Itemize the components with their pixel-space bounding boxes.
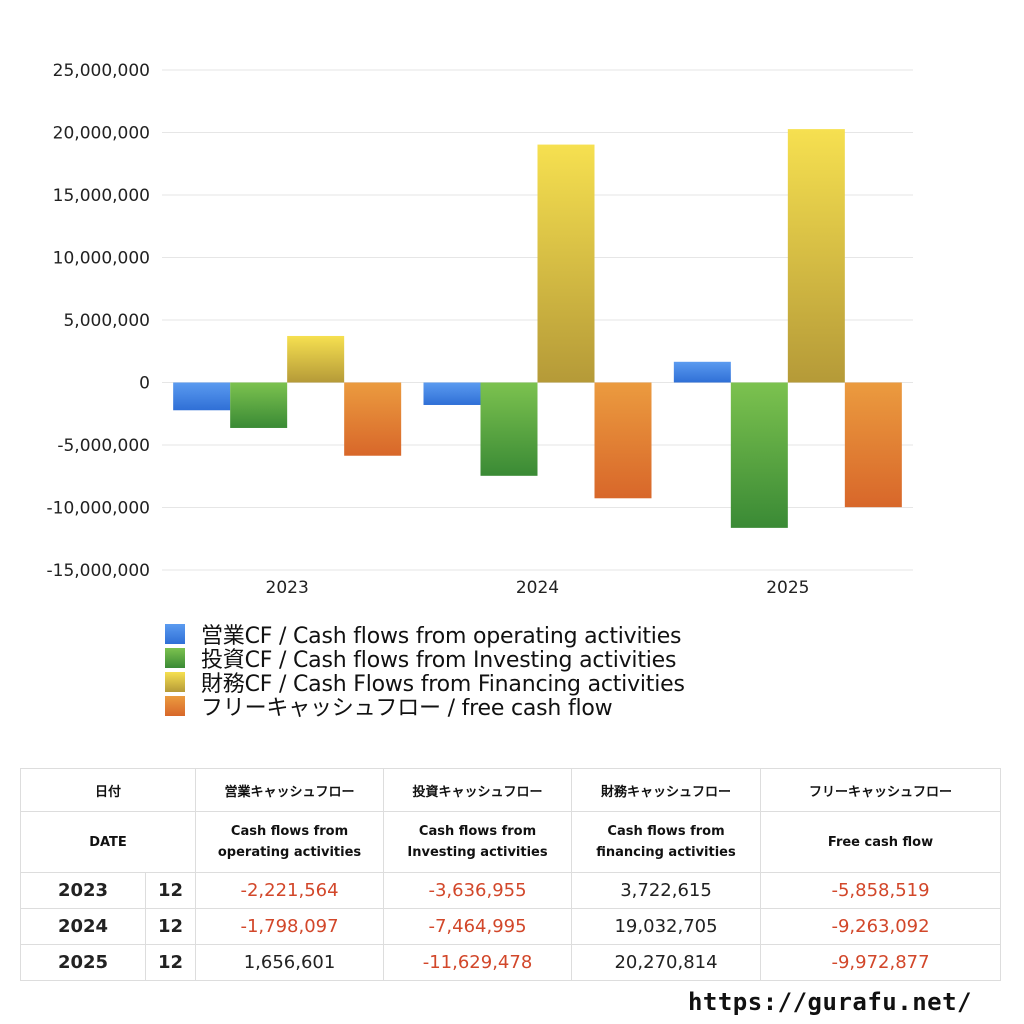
table-row: 2025 12 1,656,601 -11,629,478 20,270,814… — [20, 944, 1002, 981]
legend-item-investing: 投資CF / Cash flows from Investing activit… — [165, 646, 685, 673]
investing-cell: -3,636,955 — [383, 872, 573, 909]
bar-2023-series-0 — [173, 382, 231, 411]
y-tick-label: 0 — [139, 374, 150, 394]
investing-cell: -11,629,478 — [383, 944, 573, 981]
bar-2025-series-0 — [673, 361, 731, 383]
operating-cell: -2,221,564 — [195, 872, 385, 909]
free-cell: -9,263,092 — [760, 908, 1002, 945]
month-cell: 12 — [144, 944, 197, 981]
month-cell: 12 — [144, 908, 197, 945]
y-tick-label: 25,000,000 — [53, 61, 150, 81]
bar-2023-series-1 — [230, 382, 288, 428]
legend-swatch-free — [165, 696, 185, 716]
year-cell: 2023 — [20, 872, 146, 909]
header-financing-en: Cash flows from financing activities — [571, 811, 762, 873]
chart-legend: 営業CF / Cash flows from operating activit… — [165, 622, 685, 721]
operating-cell: -1,798,097 — [195, 908, 385, 945]
bar-2023-series-2 — [287, 335, 345, 383]
bars — [173, 129, 902, 528]
y-tick-label: 20,000,000 — [53, 124, 150, 144]
header-date-jp: 日付 — [19, 768, 197, 812]
financing-cell: 19,032,705 — [571, 908, 762, 945]
free-cell: -5,858,519 — [760, 872, 1002, 909]
header-financing-en-text: Cash flows from financing activities — [596, 824, 736, 860]
legend-label-operating: 営業CF / Cash flows from operating activit… — [201, 624, 682, 649]
table-row: 2024 12 -1,798,097 -7,464,995 19,032,705… — [20, 908, 1002, 945]
legend-item-financing: 財務CF / Cash Flows from Financing activit… — [165, 670, 685, 697]
financing-cell: 20,270,814 — [571, 944, 762, 981]
operating-cell: 1,656,601 — [195, 944, 385, 981]
bar-2023-series-3 — [344, 382, 402, 456]
y-tick-label: -5,000,000 — [57, 436, 150, 456]
header-operating-jp: 営業キャッシュフロー — [195, 768, 385, 812]
y-tick-label: -10,000,000 — [47, 499, 150, 519]
header-operating-en: Cash flows from operating activities — [195, 811, 385, 873]
x-axis-tick-labels: 2023 2024 2025 — [266, 578, 810, 598]
header-date-en: DATE — [19, 811, 197, 873]
x-tick-label: 2024 — [516, 578, 559, 598]
y-axis-tick-labels: 25,000,000 20,000,000 15,000,000 10,000,000… — [47, 61, 150, 581]
legend-label-financing: 財務CF / Cash Flows from Financing activit… — [201, 672, 685, 697]
x-tick-label: 2023 — [266, 578, 309, 598]
y-tick-label: 10,000,000 — [53, 249, 150, 269]
header-investing-en-text: Cash flows from Investing activities — [407, 824, 548, 860]
bar-2024-series-0 — [423, 382, 481, 405]
bar-2024-series-2 — [537, 144, 595, 383]
header-free-en: Free cash flow — [760, 811, 1002, 873]
cash-flow-bar-chart: 25,000,000 20,000,000 15,000,000 10,000,000… — [47, 61, 913, 598]
x-tick-label: 2025 — [766, 578, 809, 598]
bar-2024-series-1 — [480, 382, 538, 476]
bar-2025-series-1 — [730, 382, 788, 528]
table-header-en: DATE Cash flows from operating activitie… — [19, 811, 1002, 873]
legend-swatch-investing — [165, 648, 185, 668]
bar-2025-series-3 — [844, 382, 902, 508]
header-financing-jp: 財務キャッシュフロー — [571, 768, 762, 812]
header-free-jp: フリーキャッシュフロー — [760, 768, 1002, 812]
y-tick-label: 15,000,000 — [53, 186, 150, 206]
y-tick-label: 5,000,000 — [63, 311, 150, 331]
y-tick-label: -15,000,000 — [47, 561, 150, 581]
legend-item-free: フリーキャッシュフロー / free cash flow — [165, 694, 685, 721]
table-row: 2023 12 -2,221,564 -3,636,955 3,722,615 … — [20, 872, 1002, 909]
header-investing-en: Cash flows from Investing activities — [383, 811, 573, 873]
investing-cell: -7,464,995 — [383, 908, 573, 945]
financing-cell: 3,722,615 — [571, 872, 762, 909]
table-header-jp: 日付 営業キャッシュフロー 投資キャッシュフロー 財務キャッシュフロー フリーキ… — [19, 768, 1002, 812]
legend-label-investing: 投資CF / Cash flows from Investing activit… — [201, 648, 677, 673]
month-cell: 12 — [144, 872, 197, 909]
legend-swatch-operating — [165, 624, 185, 644]
legend-label-free: フリーキャッシュフロー / free cash flow — [201, 696, 613, 721]
header-operating-en-text: Cash flows from operating activities — [217, 824, 362, 860]
year-cell: 2025 — [20, 944, 146, 981]
free-cell: -9,972,877 — [760, 944, 1002, 981]
site-url-watermark: https://gurafu.net/ — [687, 988, 972, 1016]
cash-flow-table: 日付 営業キャッシュフロー 投資キャッシュフロー 財務キャッシュフロー フリーキ… — [19, 768, 1002, 981]
legend-item-operating: 営業CF / Cash flows from operating activit… — [165, 622, 685, 649]
bar-2024-series-3 — [594, 382, 652, 499]
year-cell: 2024 — [20, 908, 146, 945]
legend-swatch-financing — [165, 672, 185, 692]
bar-2025-series-2 — [787, 129, 845, 383]
header-investing-jp: 投資キャッシュフロー — [383, 768, 573, 812]
